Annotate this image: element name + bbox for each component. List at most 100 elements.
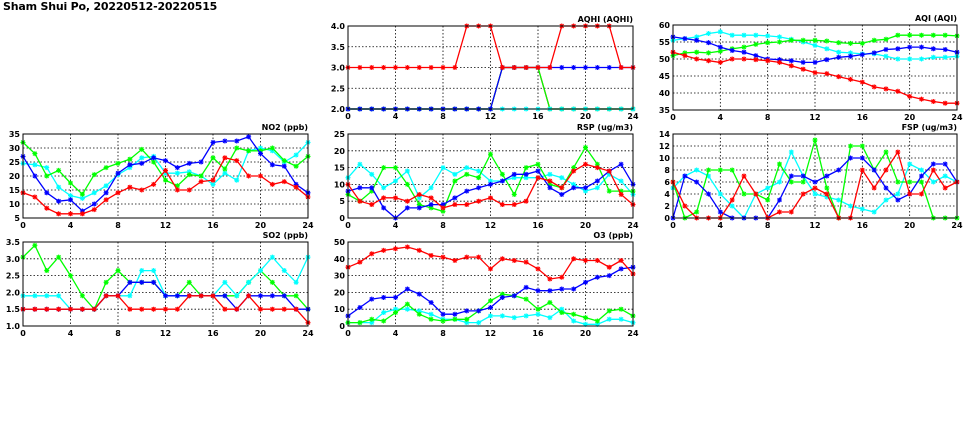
data-point-green xyxy=(547,299,553,305)
data-point-red xyxy=(812,185,818,191)
data-point-red-top xyxy=(618,65,624,70)
data-point-red xyxy=(618,191,624,197)
data-point-green xyxy=(68,273,73,279)
aqhi-title: AQHI (AQHI) xyxy=(578,15,633,24)
data-point-blue xyxy=(163,158,168,164)
data-point-blue xyxy=(79,208,85,214)
data-point-red xyxy=(895,88,901,94)
data-point-cyan xyxy=(44,165,50,171)
data-point-cyan xyxy=(293,152,299,158)
data-point-cyan xyxy=(883,53,889,59)
y-tick-label: 6 xyxy=(664,178,670,187)
x-tick-label: 12 xyxy=(809,113,820,122)
data-point-blue xyxy=(583,279,588,285)
data-point-green xyxy=(464,316,470,322)
data-point-blue xyxy=(812,59,818,65)
x-tick-label: 16 xyxy=(532,221,544,230)
data-point-green xyxy=(859,143,865,149)
data-point-red xyxy=(381,247,387,253)
data-point-green xyxy=(777,161,782,167)
data-point-red xyxy=(246,173,252,179)
plot-frame xyxy=(22,241,309,327)
data-point-cyan xyxy=(381,310,387,316)
data-point-cyan xyxy=(139,268,145,274)
data-point-blue xyxy=(269,293,275,299)
data-point-cyan xyxy=(942,173,948,179)
data-point-green xyxy=(32,242,38,248)
x-tick-label: 8 xyxy=(115,329,121,338)
data-point-cyan xyxy=(163,170,168,176)
data-point-cyan xyxy=(488,178,493,184)
x-tick-label: 4 xyxy=(393,329,399,338)
data-point-cyan xyxy=(428,311,434,317)
data-point-cyan xyxy=(788,149,794,155)
data-point-red xyxy=(393,195,398,201)
data-point-green xyxy=(151,159,157,165)
data-point-blue xyxy=(210,139,216,145)
x-tick-label: 16 xyxy=(207,329,219,338)
data-point-green xyxy=(393,310,398,316)
data-point-red xyxy=(942,100,948,106)
data-point-blue xyxy=(800,173,806,179)
y-tick-label: 30 xyxy=(9,144,21,153)
data-point-green xyxy=(246,148,252,154)
data-point-cyan xyxy=(583,321,588,327)
x-tick-label: 12 xyxy=(160,329,171,338)
data-point-blue xyxy=(91,201,97,207)
x-tick-label: 8 xyxy=(765,221,771,230)
data-point-red xyxy=(930,99,936,104)
y-tick-label: 2.0 xyxy=(6,288,21,297)
data-point-cyan xyxy=(694,167,700,173)
plot-frame xyxy=(22,133,309,219)
data-point-red xyxy=(535,266,541,272)
data-point-red xyxy=(68,211,73,217)
data-point-cyan xyxy=(729,32,735,38)
data-point-red xyxy=(210,293,216,299)
data-point-blue xyxy=(942,161,948,167)
data-point-red xyxy=(765,58,771,64)
y-tick-label: 8 xyxy=(664,166,670,175)
data-point-blue xyxy=(357,305,363,311)
data-point-green xyxy=(357,320,363,326)
x-tick-label: 0 xyxy=(345,112,351,121)
data-point-blue xyxy=(269,162,275,168)
x-tick-label: 4 xyxy=(393,221,399,230)
data-point-red xyxy=(151,181,157,187)
data-point-blue xyxy=(583,185,588,191)
data-point-cyan xyxy=(416,308,422,314)
data-point-blue xyxy=(883,46,889,52)
data-point-green xyxy=(706,167,711,173)
data-point-cyan xyxy=(234,293,240,299)
y-tick-label: 10 xyxy=(659,154,671,163)
x-tick-label: 12 xyxy=(160,221,171,230)
data-point-red xyxy=(907,191,913,197)
data-point-blue xyxy=(452,195,458,201)
data-point-red-top xyxy=(369,65,375,70)
data-point-blue xyxy=(919,173,924,179)
data-point-cyan xyxy=(499,313,505,319)
data-point-red xyxy=(499,202,505,208)
y-tick-label: 1.0 xyxy=(6,322,21,331)
data-point-red xyxy=(174,187,180,193)
data-point-blue xyxy=(930,46,936,52)
data-point-green xyxy=(428,205,434,211)
data-point-green xyxy=(381,318,387,324)
data-point-red xyxy=(186,187,192,193)
data-point-red-top xyxy=(511,65,517,70)
data-point-red xyxy=(836,74,842,80)
data-point-cyan xyxy=(357,161,363,167)
data-point-red xyxy=(777,59,782,65)
data-point-red xyxy=(68,306,73,312)
data-point-green xyxy=(942,32,948,38)
y-tick-label: 25 xyxy=(334,130,346,139)
data-point-green xyxy=(269,279,275,285)
data-point-cyan xyxy=(765,185,771,191)
data-point-red xyxy=(919,191,924,197)
y-tick-label: 40 xyxy=(659,89,671,98)
data-point-red xyxy=(942,185,948,191)
data-point-cyan xyxy=(871,209,877,215)
data-point-red xyxy=(222,155,228,161)
data-point-cyan xyxy=(694,34,700,40)
data-point-red xyxy=(258,173,263,179)
data-point-blue xyxy=(381,294,387,300)
